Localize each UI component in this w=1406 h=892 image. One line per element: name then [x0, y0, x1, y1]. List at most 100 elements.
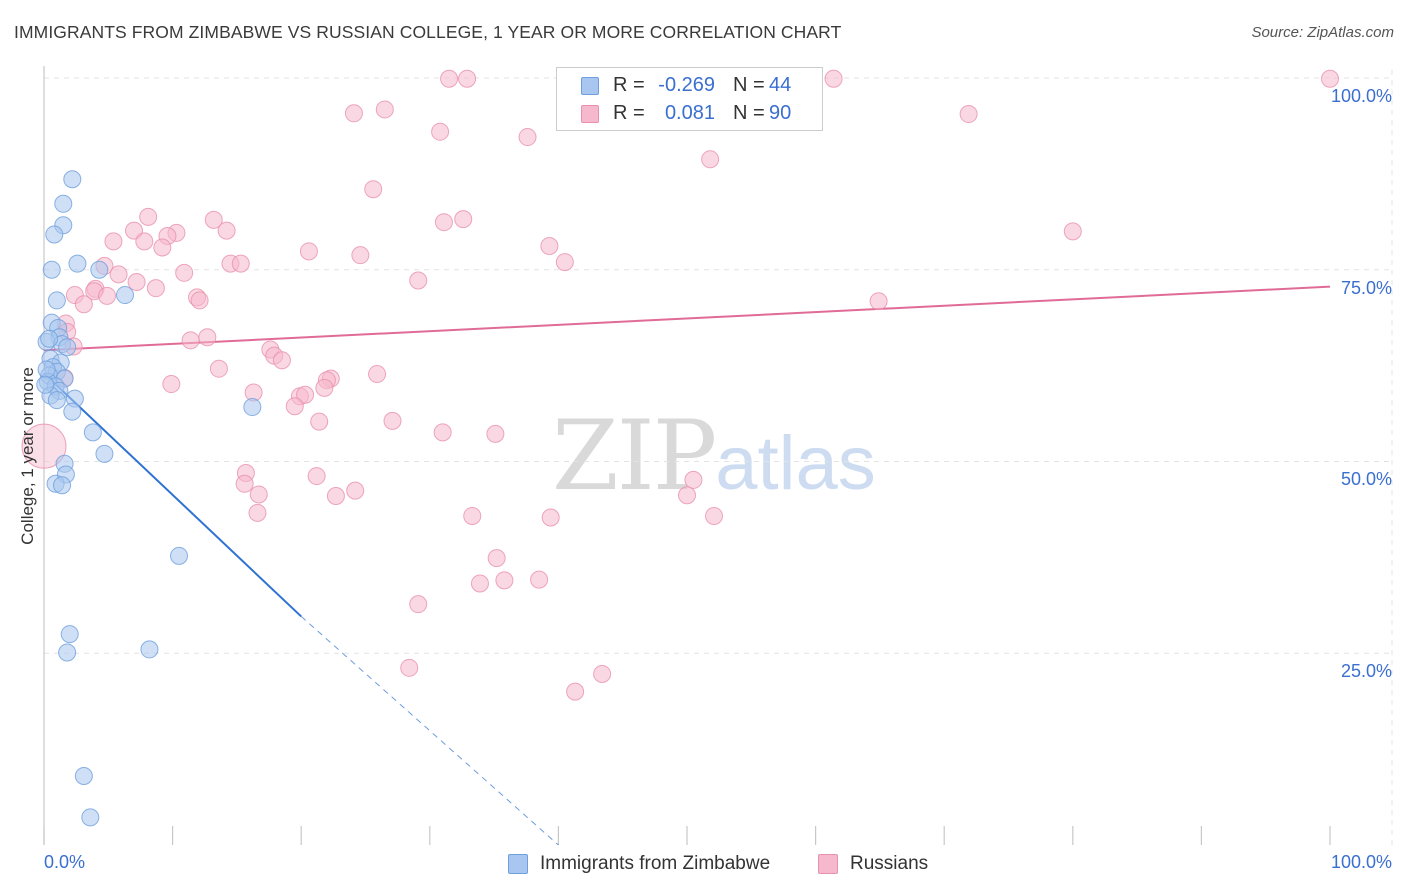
point-zimbabwe-35 [170, 546, 189, 565]
point-russians-0 [440, 69, 459, 88]
point-russians-10 [518, 128, 537, 147]
stats-r-label: R = [613, 102, 645, 124]
point-russians-80 [705, 506, 724, 525]
point-russians-44 [869, 292, 888, 311]
stats-swatch-zimbabwe [581, 77, 599, 95]
point-russians-21 [135, 232, 154, 251]
legend-swatch-russians [818, 854, 838, 874]
point-russians-87 [593, 664, 612, 683]
point-zimbabwe-25 [47, 391, 66, 410]
point-russians-9 [431, 122, 450, 141]
point-russians-33 [175, 263, 194, 282]
point-russians-16 [454, 210, 473, 229]
point-zimbabwe-0 [63, 170, 82, 189]
point-russians-75 [326, 487, 345, 506]
point-russians-84 [530, 570, 549, 589]
y-tick-label-25: 25.0% [1340, 661, 1392, 681]
point-russians-23 [153, 238, 172, 257]
point-zimbabwe-33 [53, 476, 72, 495]
point-zimbabwe-8 [116, 286, 135, 305]
stats-n-label: N = [733, 102, 765, 124]
point-russians-4 [824, 69, 843, 88]
point-russians-25 [351, 246, 370, 265]
point-russians-20 [104, 232, 123, 251]
point-russians-42 [190, 291, 209, 310]
stats-n-label: N = [733, 74, 765, 96]
point-russians-82 [495, 571, 514, 590]
stats-n-value-zimbabwe: 44 [769, 74, 792, 96]
point-zimbabwe-36 [60, 625, 79, 644]
legend-swatch-zimbabwe [508, 854, 528, 874]
point-russians-62 [296, 385, 315, 404]
point-russians-24 [299, 242, 318, 261]
point-russians-15 [434, 213, 453, 232]
y-tick-label-75: 75.0% [1340, 278, 1392, 298]
chart-title: IMMIGRANTS FROM ZIMBABWE VS RUSSIAN COLL… [14, 22, 842, 42]
point-russians-66 [433, 423, 452, 442]
trend-lines [43, 285, 1331, 846]
point-russians-34 [409, 271, 428, 290]
point-russians-67 [486, 424, 505, 443]
point-russians-40 [98, 286, 117, 305]
point-zimbabwe-27 [83, 423, 102, 442]
trend-line-russians [43, 285, 1331, 352]
x-tick-label-min: 0.0% [44, 852, 86, 872]
point-russians-78 [463, 506, 482, 525]
point-zimbabwe-41 [40, 329, 59, 348]
point-russians-43 [74, 295, 93, 314]
point-russians-36 [146, 279, 165, 298]
axes [43, 66, 1331, 845]
point-russians-27 [555, 253, 574, 272]
point-zimbabwe-38 [140, 640, 159, 659]
correlation-stats-box: R = -0.269 N = 44 R = 0.081 N = 90 [556, 67, 823, 131]
point-russians-68 [21, 423, 67, 469]
point-russians-12 [364, 180, 383, 199]
point-russians-7 [375, 100, 394, 119]
point-zimbabwe-39 [74, 766, 93, 785]
point-russians-58 [162, 375, 181, 394]
data-points [21, 69, 1339, 827]
point-russians-79 [541, 508, 560, 527]
point-russians-88 [566, 682, 585, 701]
point-russians-70 [307, 467, 326, 486]
point-zimbabwe-4 [68, 254, 87, 273]
watermark-atlas: atlas [715, 421, 876, 506]
point-russians-13 [139, 207, 158, 226]
point-russians-53 [209, 359, 228, 378]
y-tick-label-100: 100.0% [1330, 86, 1392, 106]
point-russians-1 [458, 69, 477, 88]
point-russians-28 [1063, 222, 1082, 241]
point-russians-59 [315, 378, 334, 397]
point-russians-72 [235, 474, 254, 493]
y-axis-title: College, 1 year or more [18, 367, 37, 545]
point-russians-64 [310, 412, 329, 431]
point-russians-5 [1321, 69, 1339, 88]
point-russians-32 [109, 265, 128, 284]
stats-r-value-russians: 0.081 [664, 102, 715, 124]
legend-label-zimbabwe: Immigrants from Zimbabwe [540, 853, 771, 874]
point-russians-74 [249, 485, 268, 504]
point-zimbabwe-34 [243, 398, 262, 417]
stats-r-label: R = [613, 74, 645, 96]
point-russians-54 [368, 365, 387, 384]
stats-n-value-russians: 90 [769, 102, 792, 124]
point-russians-83 [470, 574, 489, 593]
stats-row-zimbabwe: R = -0.269 N = 44 [557, 72, 822, 100]
point-russians-81 [487, 549, 506, 568]
point-zimbabwe-28 [63, 402, 82, 421]
point-russians-19 [217, 221, 236, 240]
x-tick-label-max: 100.0% [1330, 852, 1392, 872]
point-zimbabwe-7 [47, 291, 66, 310]
point-zimbabwe-43 [36, 375, 55, 394]
point-russians-11 [701, 150, 720, 169]
point-russians-76 [346, 481, 365, 500]
stats-r-value-zimbabwe: -0.269 [658, 74, 715, 96]
grid-lines [44, 70, 1393, 845]
point-zimbabwe-40 [81, 808, 100, 827]
point-zimbabwe-6 [42, 260, 61, 279]
point-zimbabwe-3 [45, 225, 64, 244]
stats-swatch-russians [581, 105, 599, 123]
point-zimbabwe-1 [54, 194, 73, 213]
point-zimbabwe-14 [58, 338, 77, 357]
